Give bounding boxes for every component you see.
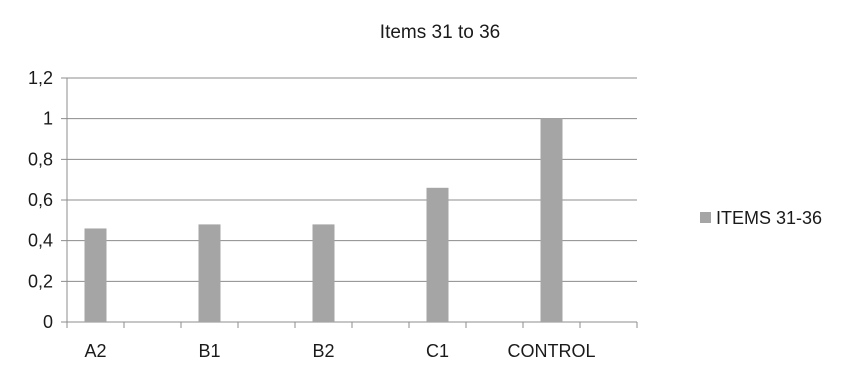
y-tick-label: 0,8 (28, 149, 53, 169)
bar-a2 (84, 228, 107, 322)
y-tick-label: 0,6 (28, 190, 53, 210)
y-tick-label: 0 (43, 312, 53, 332)
y-tick-label: 1,2 (28, 68, 53, 88)
x-tick-label: CONTROL (507, 341, 595, 361)
y-axis-ticks: 0 0,2 0,4 0,6 0,8 1 1,2 (28, 68, 53, 332)
x-tick-label: B2 (312, 341, 334, 361)
y-tick-label: 0,4 (28, 231, 53, 251)
x-axis: A2 B1 B2 C1 CONTROL (66, 322, 638, 361)
chart-title: Items 31 to 36 (380, 22, 500, 43)
gridlines (61, 77, 637, 323)
x-tick-label: B1 (198, 341, 220, 361)
legend-label: ITEMS 31-36 (716, 208, 822, 228)
bar-control (540, 118, 563, 323)
bars (84, 118, 563, 323)
x-tick-label: A2 (84, 341, 106, 361)
legend-swatch (700, 212, 711, 223)
y-tick-label: 0,2 (28, 271, 53, 291)
y-tick-label: 1 (43, 109, 53, 129)
bar-c1 (426, 187, 449, 322)
legend: ITEMS 31-36 (700, 208, 822, 228)
x-tick-label: C1 (426, 341, 449, 361)
bar-b1 (198, 224, 221, 322)
bar-b2 (312, 224, 335, 322)
